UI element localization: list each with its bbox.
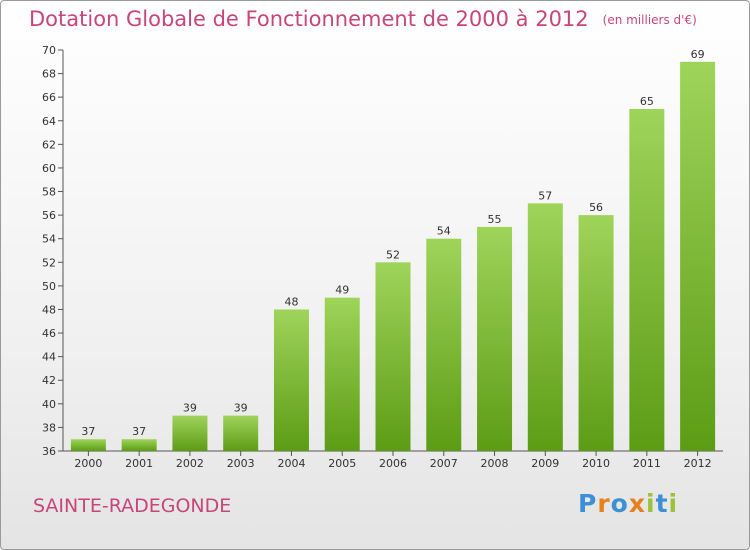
y-tick-label: 66 xyxy=(42,91,56,104)
chart-unit: (en milliers d'€) xyxy=(602,13,697,27)
chart-title-text: Dotation Globale de Fonctionnement de 20… xyxy=(29,7,589,31)
y-tick-label: 44 xyxy=(42,351,56,364)
bar xyxy=(578,215,614,451)
y-tick-label: 60 xyxy=(42,162,56,175)
y-tick-label: 50 xyxy=(42,280,56,293)
x-tick-label: 2009 xyxy=(531,457,559,470)
chart-title: Dotation Globale de Fonctionnement de 20… xyxy=(29,7,697,31)
bar xyxy=(273,309,309,451)
logo-letter: t xyxy=(655,489,669,518)
y-tick-label: 56 xyxy=(42,209,56,222)
y-tick-label: 40 xyxy=(42,398,56,411)
bars xyxy=(70,61,716,452)
x-tick-label: 2005 xyxy=(328,457,356,470)
bar xyxy=(629,108,665,452)
bar xyxy=(680,61,716,451)
bar-value-label: 52 xyxy=(386,248,400,261)
logo-letter: r xyxy=(597,489,611,518)
bar xyxy=(375,262,411,451)
commune-name: SAINTE-RADEGONDE xyxy=(33,495,232,517)
y-tick-label: 68 xyxy=(42,68,56,81)
y-tick-label: 70 xyxy=(42,44,56,57)
x-tick-label: 2007 xyxy=(430,457,458,470)
bar-value-label: 55 xyxy=(488,213,502,226)
bar-value-label: 57 xyxy=(538,189,552,202)
bar xyxy=(324,297,360,451)
x-tick-label: 2011 xyxy=(633,457,661,470)
x-tick-label: 2010 xyxy=(582,457,610,470)
bar xyxy=(527,203,563,451)
logo-letter: P xyxy=(578,489,598,518)
y-tick-label: 52 xyxy=(42,256,56,269)
bar-value-label: 39 xyxy=(234,402,248,415)
y-tick-label: 36 xyxy=(42,445,56,458)
bar-value-label: 48 xyxy=(284,295,298,308)
logo-letter: x xyxy=(628,489,646,518)
y-tick-label: 42 xyxy=(42,374,56,387)
bar-value-label: 54 xyxy=(437,225,451,238)
y-tick-label: 58 xyxy=(42,186,56,199)
x-tick-label: 2001 xyxy=(125,457,153,470)
x-tick-label: 2004 xyxy=(277,457,305,470)
bar xyxy=(172,415,208,451)
y-tick-label: 62 xyxy=(42,138,56,151)
x-tick-label: 2006 xyxy=(379,457,407,470)
logo-letter: o xyxy=(610,489,629,518)
y-tick-label: 48 xyxy=(42,303,56,316)
bar-value-label: 39 xyxy=(183,402,197,415)
bar xyxy=(70,439,106,451)
bar xyxy=(223,415,259,451)
x-tick-label: 2012 xyxy=(684,457,712,470)
y-tick-label: 64 xyxy=(42,115,56,128)
bar-value-label: 56 xyxy=(589,201,603,214)
y-tick-label: 38 xyxy=(42,421,56,434)
x-tick-label: 2003 xyxy=(227,457,255,470)
bar xyxy=(477,226,513,451)
y-tick-label: 54 xyxy=(42,233,56,246)
bar xyxy=(121,439,157,451)
logo-letter: i xyxy=(668,489,679,518)
bar-value-label: 37 xyxy=(81,425,95,438)
y-axis: 36 38 40 42 44 46 48 50 52 54 56 58 60 62 64 66 68 70 xyxy=(42,44,64,458)
proxiti-logo: Proxiti xyxy=(578,489,678,518)
x-tick-label: 2008 xyxy=(481,457,509,470)
logo-letter: i xyxy=(646,489,656,518)
bar-value-label: 37 xyxy=(132,425,146,438)
bar-value-label: 69 xyxy=(691,48,705,61)
y-tick-label: 46 xyxy=(42,327,56,340)
x-axis: 2000 2001 2002 2003 2004 2005 2006 2007 2008 2009… xyxy=(63,450,723,470)
x-tick-label: 2000 xyxy=(74,457,102,470)
bar-value-label: 65 xyxy=(640,95,654,108)
value-labels: 37 37 39 39 48 49 52 54 55 57 56 65 69 xyxy=(81,48,704,438)
bar xyxy=(426,238,462,451)
x-tick-label: 2002 xyxy=(176,457,204,470)
bar-value-label: 49 xyxy=(335,284,349,297)
